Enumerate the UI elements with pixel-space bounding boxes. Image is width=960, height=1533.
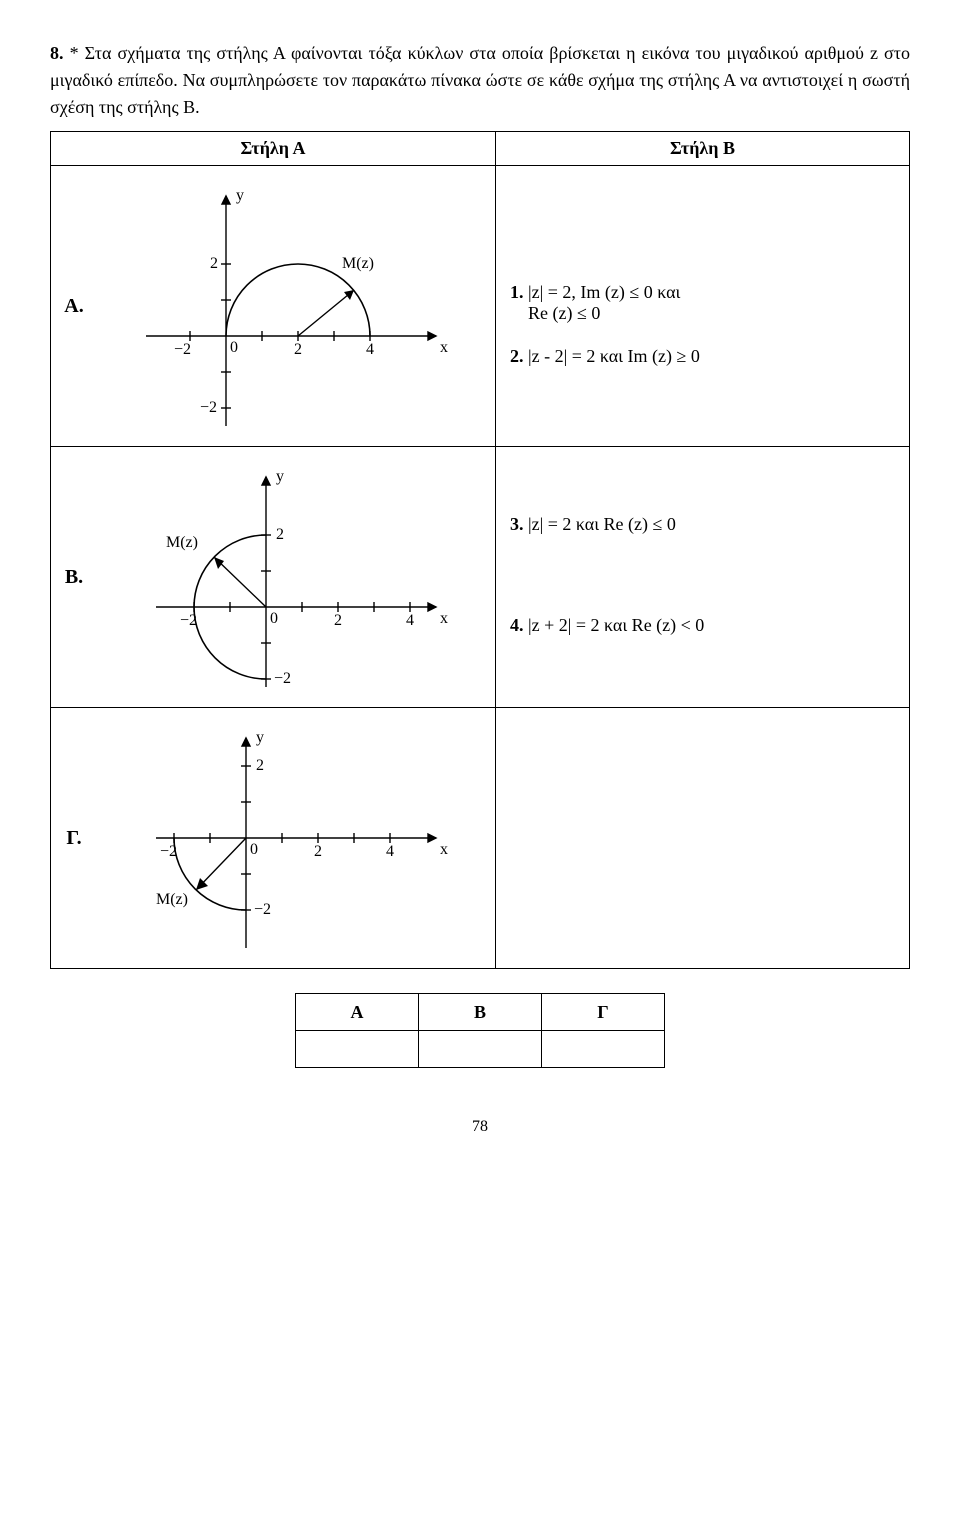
svg-text:2: 2 bbox=[314, 843, 322, 860]
row-a-label: Α. bbox=[51, 166, 98, 447]
option-2-formula: |z - 2| = 2 και Im (z) ≥ 0 bbox=[528, 346, 700, 366]
svg-text:0: 0 bbox=[270, 610, 278, 627]
svg-text:4: 4 bbox=[406, 612, 414, 629]
mz-label-a: M(z) bbox=[342, 255, 374, 272]
problem-number: 8. bbox=[50, 43, 64, 63]
option-4: 4. |z + 2| = 2 και Re (z) < 0 bbox=[510, 615, 895, 636]
option-1-num: 1. bbox=[510, 282, 524, 302]
svg-text:−2: −2 bbox=[254, 901, 271, 918]
axis-x-label: x bbox=[440, 339, 448, 356]
tick-2x: 2 bbox=[294, 341, 302, 358]
option-1: 1. |z| = 2, Im (z) ≤ 0 και Re (z) ≤ 0 bbox=[510, 282, 895, 324]
option-1-formula: |z| = 2, Im (z) ≤ 0 και bbox=[528, 282, 680, 302]
option-2-num: 2. bbox=[510, 346, 524, 366]
answer-head-b: Β bbox=[419, 994, 542, 1031]
mz-label-c: M(z) bbox=[156, 891, 188, 908]
page-number: 78 bbox=[50, 1118, 910, 1136]
answer-cell-c[interactable] bbox=[542, 1031, 665, 1068]
svg-text:0: 0 bbox=[250, 841, 258, 858]
answer-cell-b[interactable] bbox=[419, 1031, 542, 1068]
svg-text:2: 2 bbox=[276, 526, 284, 543]
problem-statement: 8. * Στα σχήματα της στήλης Α φαίνονται … bbox=[50, 40, 910, 121]
answer-table: Α Β Γ bbox=[295, 993, 665, 1068]
options-cell-2: 3. |z| = 2 και Re (z) ≤ 0 4. |z + 2| = 2… bbox=[496, 447, 910, 708]
svg-text:y: y bbox=[276, 468, 284, 485]
option-3-formula: |z| = 2 και Re (z) ≤ 0 bbox=[528, 514, 676, 534]
option-1-line2: Re (z) ≤ 0 bbox=[528, 303, 600, 323]
row-a-graph: x y 0 2 −2 2 4 −2 M(z) bbox=[97, 166, 496, 447]
svg-text:y: y bbox=[256, 729, 264, 746]
answer-head-a: Α bbox=[296, 994, 419, 1031]
options-cell-3 bbox=[496, 708, 910, 969]
svg-text:4: 4 bbox=[386, 843, 394, 860]
svg-text:2: 2 bbox=[334, 612, 342, 629]
row-b-label: Β. bbox=[51, 447, 98, 708]
svg-text:−2: −2 bbox=[180, 612, 197, 629]
option-4-formula: |z + 2| = 2 και Re (z) < 0 bbox=[528, 615, 704, 635]
options-cell-1: 1. |z| = 2, Im (z) ≤ 0 και Re (z) ≤ 0 2.… bbox=[496, 166, 910, 447]
svg-text:−2: −2 bbox=[274, 670, 291, 687]
option-2: 2. |z - 2| = 2 και Im (z) ≥ 0 bbox=[510, 346, 895, 367]
answer-head-c: Γ bbox=[542, 994, 665, 1031]
option-4-num: 4. bbox=[510, 615, 524, 635]
row-b-graph: x y 0 2 −2 2 4 −2 M(z) bbox=[97, 447, 496, 708]
matching-table: Στήλη Α Στήλη Β Α. bbox=[50, 131, 910, 969]
header-col-a: Στήλη Α bbox=[51, 132, 496, 166]
tick-m2x: −2 bbox=[174, 341, 191, 358]
problem-text: * Στα σχήματα της στήλης Α φαίνονται τόξ… bbox=[50, 43, 910, 117]
tick-0: 0 bbox=[230, 339, 238, 356]
header-col-b: Στήλη Β bbox=[496, 132, 910, 166]
svg-text:x: x bbox=[440, 610, 448, 627]
tick-m2y: −2 bbox=[200, 399, 217, 416]
tick-4x: 4 bbox=[366, 341, 374, 358]
axis-y-label: y bbox=[236, 187, 244, 204]
tick-2y: 2 bbox=[210, 255, 218, 272]
option-3: 3. |z| = 2 και Re (z) ≤ 0 bbox=[510, 514, 895, 535]
row-c-label: Γ. bbox=[51, 708, 98, 969]
svg-text:−2: −2 bbox=[160, 843, 177, 860]
option-3-num: 3. bbox=[510, 514, 524, 534]
row-c-graph: x y 0 2 −2 2 4 −2 M(z) bbox=[97, 708, 496, 969]
answer-cell-a[interactable] bbox=[296, 1031, 419, 1068]
svg-text:x: x bbox=[440, 841, 448, 858]
mz-label-b: M(z) bbox=[166, 534, 198, 551]
svg-text:2: 2 bbox=[256, 757, 264, 774]
